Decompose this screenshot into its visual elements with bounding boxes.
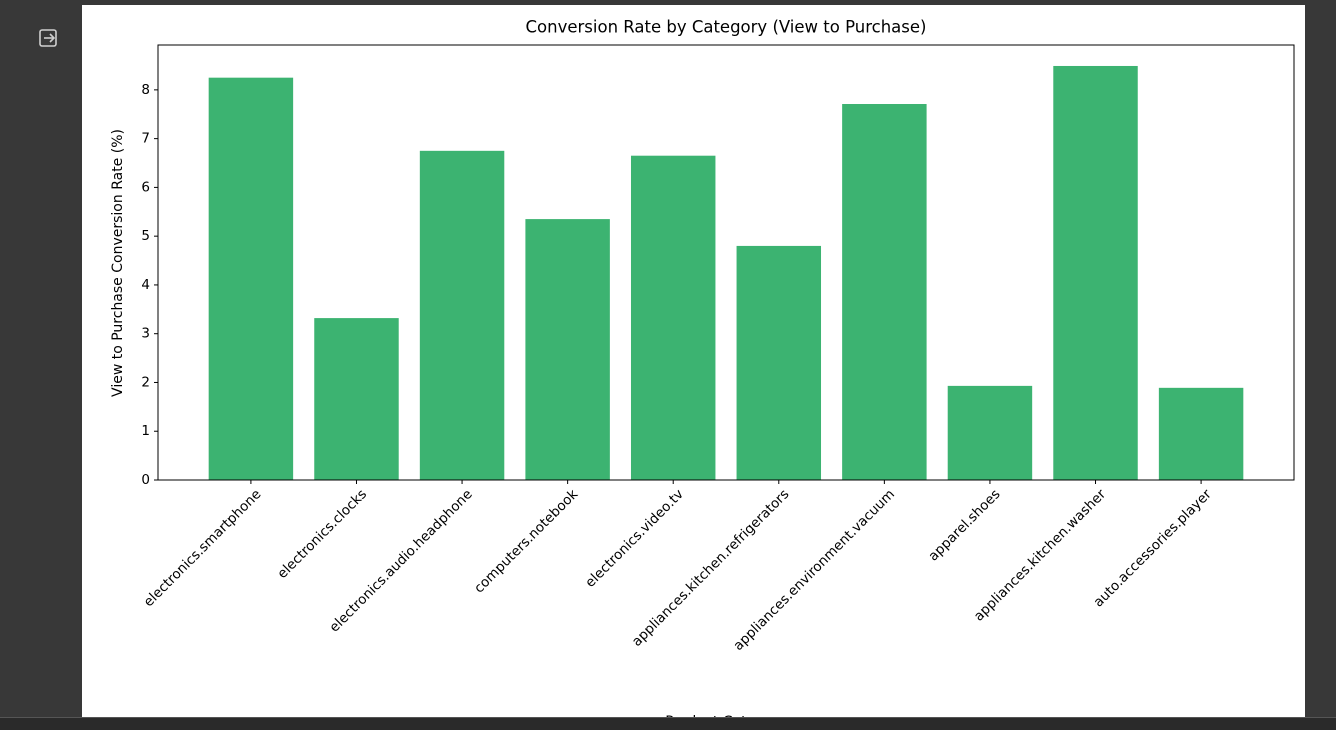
bar	[525, 219, 610, 480]
y-tick-label: 4	[141, 277, 150, 293]
y-axis-label: View to Purchase Conversion Rate (%)	[110, 129, 126, 397]
icon-frame	[39, 29, 57, 47]
bar	[947, 385, 1033, 480]
icon-arrow-head	[49, 33, 56, 43]
y-tick-label: 1	[141, 423, 150, 439]
y-tick-label: 7	[141, 131, 150, 147]
bottom-bar	[0, 717, 1336, 730]
bar	[1053, 65, 1138, 481]
y-tick-label: 0	[141, 472, 150, 488]
y-tick-label: 3	[141, 326, 150, 342]
bar	[842, 104, 927, 481]
y-tick-label: 8	[141, 82, 150, 98]
bar	[1158, 387, 1244, 480]
y-tick-label: 5	[141, 228, 150, 244]
y-tick-label: 6	[141, 179, 150, 195]
chart-title: Conversion Rate by Category (View to Pur…	[526, 18, 927, 37]
bar	[314, 318, 399, 480]
axes-frame	[157, 44, 1295, 481]
y-tick-label: 2	[141, 374, 150, 390]
bar	[736, 245, 822, 480]
bar	[419, 150, 505, 481]
output-icon[interactable]	[39, 29, 57, 47]
bar	[630, 155, 716, 480]
bar	[208, 77, 294, 480]
